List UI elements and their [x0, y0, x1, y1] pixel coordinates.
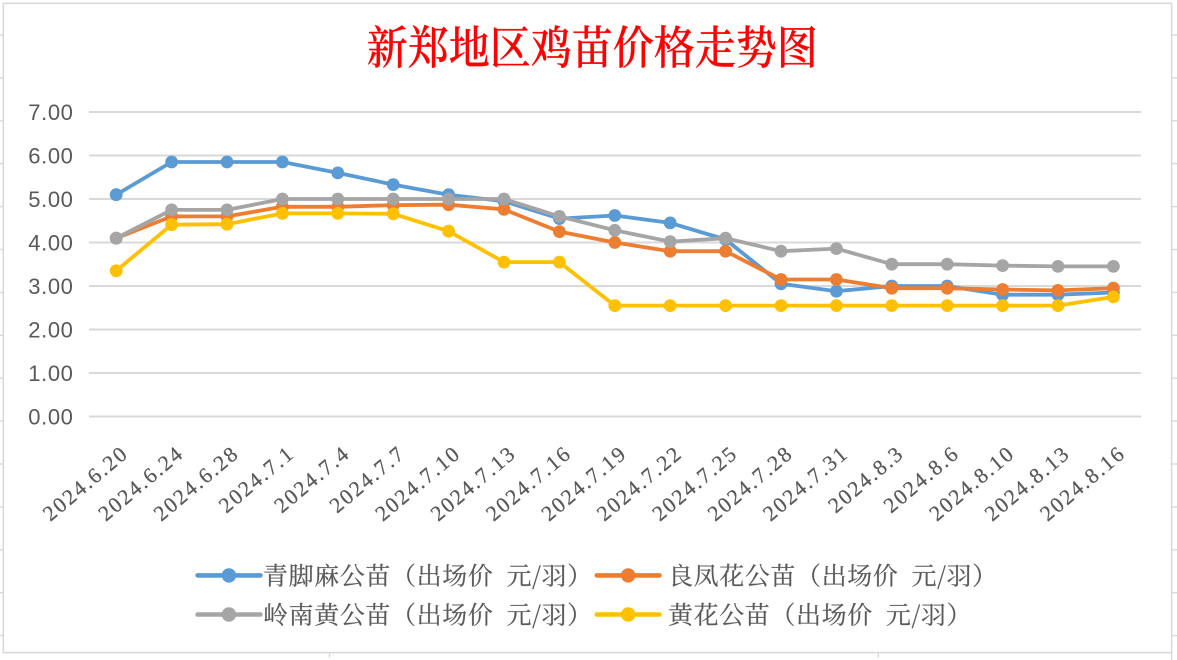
svg-text:7.00: 7.00 [28, 100, 73, 125]
svg-text:3.00: 3.00 [28, 274, 73, 299]
svg-text:2.00: 2.00 [28, 318, 73, 343]
svg-text:4.00: 4.00 [28, 231, 73, 256]
svg-text:6.00: 6.00 [28, 144, 73, 169]
svg-text:5.00: 5.00 [28, 187, 73, 212]
svg-text:0.00: 0.00 [28, 405, 73, 430]
svg-text:1.00: 1.00 [28, 361, 73, 386]
